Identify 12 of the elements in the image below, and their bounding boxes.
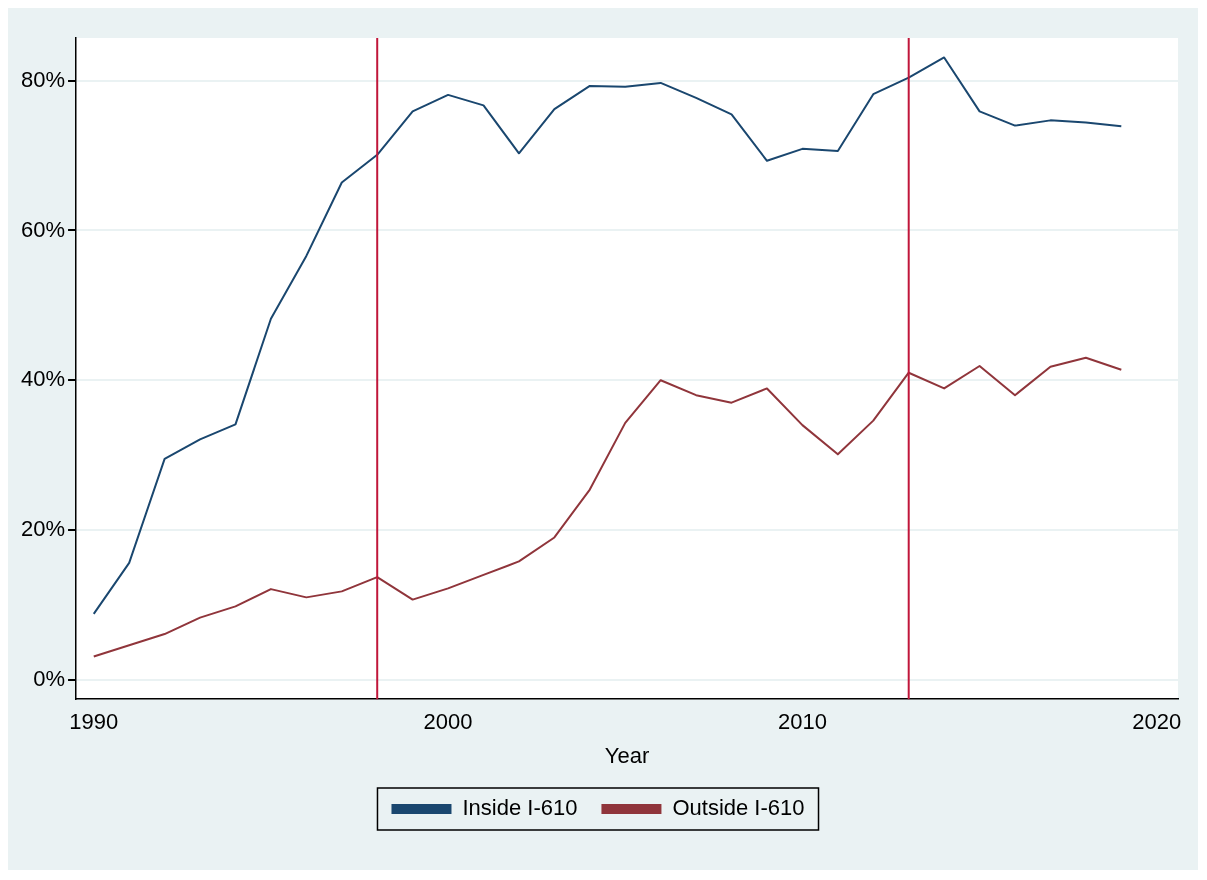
x-tick-label: 2010 [777,709,827,735]
y-tick-label: 20% [20,516,66,542]
y-tick-label: 80% [20,66,66,92]
legend-label: Inside I-610 [462,795,578,821]
legend-label: Outside I-610 [672,795,805,821]
y-tick-label: 40% [20,366,66,392]
y-tick-label: 0% [33,665,66,691]
x-axis-title: Year [604,742,650,768]
x-tick-label: 2020 [1132,709,1182,735]
y-tick-label: 60% [20,216,66,242]
x-tick-label: 2000 [423,709,473,735]
x-tick-label: 1990 [69,709,119,735]
